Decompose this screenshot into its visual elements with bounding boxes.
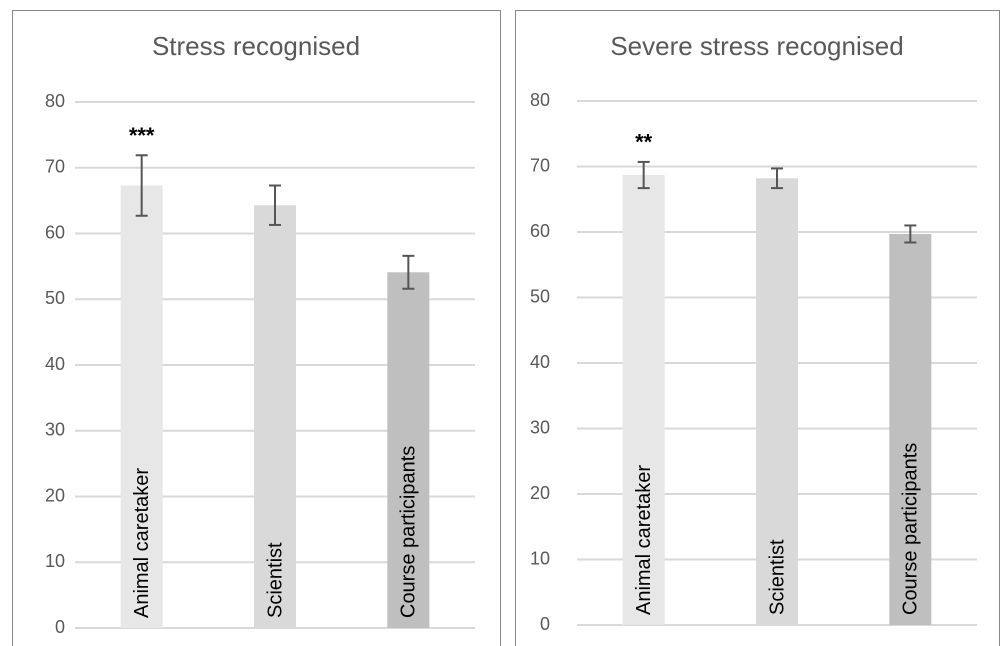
error-bar <box>771 167 783 190</box>
bar <box>387 272 430 628</box>
y-tick-label: 0 <box>540 614 550 634</box>
y-tick-label: 80 <box>45 91 65 111</box>
y-tick-label: 0 <box>55 617 65 637</box>
bar <box>889 233 932 625</box>
error-bar <box>135 154 148 217</box>
y-tick-label: 60 <box>530 221 550 241</box>
category-label: Scientist <box>766 539 788 615</box>
chart-title: Severe stress recognised <box>610 31 903 61</box>
annotation: ** <box>635 130 653 155</box>
bar <box>756 178 798 626</box>
y-tick-label: 70 <box>530 155 550 175</box>
y-tick-label: 50 <box>45 288 65 308</box>
y-tick-label: 80 <box>530 90 550 110</box>
y-tick-label: 40 <box>45 354 65 374</box>
y-tick-label: 20 <box>530 483 550 503</box>
y-tick-label: 60 <box>45 222 65 242</box>
error-bar <box>904 224 917 244</box>
error-bar <box>637 160 650 190</box>
category-label: Course participants <box>900 443 922 615</box>
error-bar <box>269 184 281 226</box>
y-tick-label: 40 <box>530 352 550 372</box>
y-tick-label: 30 <box>45 420 65 440</box>
y-tick-label: 20 <box>45 485 65 505</box>
category-label: Scientist <box>264 542 286 618</box>
category-label: Animal caretaker <box>131 468 153 618</box>
bar <box>254 205 296 629</box>
category-label: Course participants <box>398 446 420 618</box>
y-tick-label: 50 <box>530 286 550 306</box>
y-tick-label: 30 <box>530 417 550 437</box>
y-tick-label: 10 <box>530 548 550 568</box>
category-label: Animal caretaker <box>633 465 655 615</box>
bar <box>120 185 163 628</box>
error-bar <box>402 254 415 290</box>
y-tick-label: 70 <box>45 157 65 177</box>
annotation: *** <box>129 123 155 148</box>
y-tick-label: 10 <box>45 551 65 571</box>
chart-title: Stress recognised <box>152 31 360 61</box>
bar <box>622 175 665 625</box>
